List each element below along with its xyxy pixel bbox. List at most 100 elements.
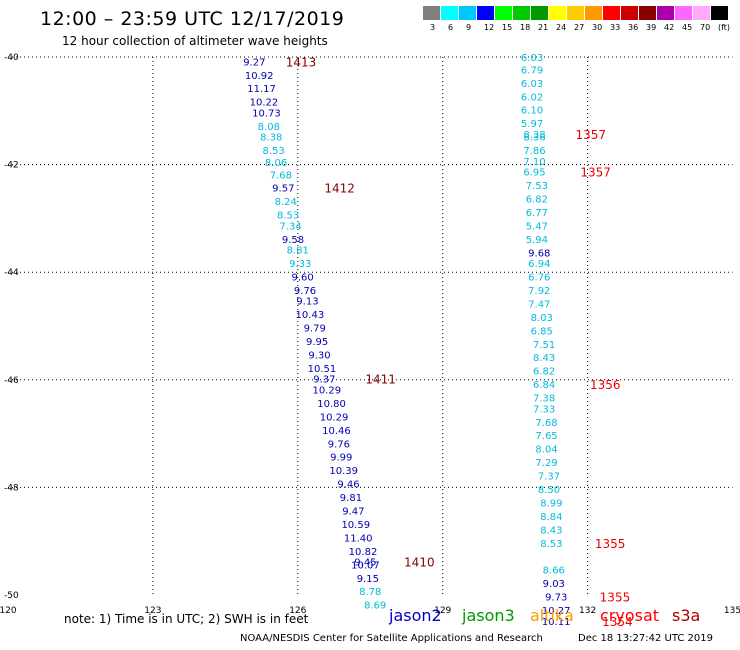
lon-tick-label: 132 bbox=[579, 606, 596, 616]
pass-time-label: 1355 bbox=[600, 591, 631, 605]
legend-label: 3 bbox=[430, 23, 436, 32]
legend-label: 70 bbox=[700, 23, 711, 32]
swh-value-west: 8.24 bbox=[275, 197, 297, 208]
swh-value-west: 10.51 bbox=[308, 364, 337, 375]
swh-value-east: 7.38 bbox=[533, 394, 555, 405]
swh-value-west: 9.45 bbox=[354, 558, 376, 569]
lat-tick-label: -50 bbox=[4, 591, 19, 601]
legend-label: 30 bbox=[592, 23, 603, 32]
pass-time-label: 1412 bbox=[324, 182, 355, 196]
legend-label: 12 bbox=[484, 23, 495, 32]
swh-value-east: 8.99 bbox=[540, 498, 562, 509]
swh-value-east: 6.02 bbox=[521, 92, 543, 103]
pass-time-label: 1357 bbox=[580, 166, 611, 180]
swh-value-west: 11.40 bbox=[344, 533, 373, 544]
lon-tick-label: 123 bbox=[144, 606, 161, 616]
satellite-label-jason2: jason2 bbox=[389, 606, 442, 625]
legend-swatch bbox=[567, 6, 585, 20]
swh-value-west: 10.46 bbox=[322, 426, 351, 437]
swh-value-west: 9.99 bbox=[330, 453, 352, 464]
swh-value-west: 8.08 bbox=[258, 122, 280, 133]
swh-value-east: 8.43 bbox=[540, 525, 562, 536]
timestamp-text: Dec 18 13:27:42 UTC 2019 bbox=[578, 633, 713, 644]
lon-tick-label: 120 bbox=[0, 606, 17, 616]
swh-value-east: 5.94 bbox=[526, 235, 548, 246]
legend-label: 24 bbox=[556, 23, 567, 32]
pass-time-label: 1357 bbox=[576, 128, 607, 142]
swh-value-east: 7.65 bbox=[535, 431, 557, 442]
legend-swatch bbox=[693, 6, 711, 20]
pass-time-label: 1410 bbox=[404, 556, 435, 570]
pass-time-label: 1356 bbox=[590, 378, 621, 392]
swh-value-east: 6.85 bbox=[531, 326, 553, 337]
legend-label: 21 bbox=[538, 23, 549, 32]
swh-value-east: 6.82 bbox=[533, 367, 555, 378]
swh-value-west: 9.58 bbox=[282, 235, 304, 246]
swh-value-west: 10.29 bbox=[320, 412, 349, 423]
swh-value-west: 8.53 bbox=[263, 146, 285, 157]
swh-value-west: 10.39 bbox=[329, 466, 358, 477]
swh-value-west: 9.95 bbox=[306, 337, 328, 348]
swh-value-east: 5.97 bbox=[521, 119, 543, 130]
swh-value-west: 10.59 bbox=[341, 520, 370, 531]
swh-value-east: 10.11 bbox=[542, 617, 571, 628]
legend-swatch bbox=[423, 6, 441, 20]
legend-swatch bbox=[549, 6, 567, 20]
satellite-label-altika: altika bbox=[530, 606, 574, 625]
swh-value-west: 8.53 bbox=[277, 211, 299, 222]
swh-value-east: 7.68 bbox=[535, 418, 557, 429]
swh-value-east: 6.03 bbox=[521, 79, 543, 90]
swh-value-east: 8.38 bbox=[523, 130, 545, 141]
legend-label: 15 bbox=[502, 23, 513, 32]
swh-value-west: 9.33 bbox=[289, 259, 311, 270]
page-subtitle: 12 hour collection of altimeter wave hei… bbox=[62, 34, 328, 48]
swh-value-east: 8.43 bbox=[533, 353, 555, 364]
swh-value-east: 8.84 bbox=[540, 512, 562, 523]
satellite-label-s3a: s3a bbox=[672, 606, 701, 625]
swh-value-west: 8.38 bbox=[260, 133, 282, 144]
swh-value-east: 7.10 bbox=[523, 157, 545, 168]
legend-label: (ft) bbox=[718, 23, 731, 32]
legend-label: 39 bbox=[646, 23, 657, 32]
pass-time-label: 1413 bbox=[286, 55, 317, 69]
swh-value-east: 8.50 bbox=[538, 485, 560, 496]
swh-value-east: 6.95 bbox=[523, 168, 545, 179]
swh-value-east: 6.79 bbox=[521, 65, 543, 76]
legend-label: 36 bbox=[628, 23, 639, 32]
legend-swatch bbox=[675, 6, 693, 20]
swh-value-east: 7.33 bbox=[533, 404, 555, 415]
satellite-label-cryosat: cryosat bbox=[600, 606, 660, 625]
lon-tick-label: 126 bbox=[289, 606, 306, 616]
swh-value-west: 9.76 bbox=[294, 286, 316, 297]
legend-swatch bbox=[495, 6, 513, 20]
swh-value-west: 9.30 bbox=[308, 351, 330, 362]
swh-value-east: 10.27 bbox=[542, 606, 571, 617]
pass-time-label: 1355 bbox=[595, 537, 626, 551]
swh-value-east: 6.77 bbox=[526, 208, 548, 219]
page-title: 12:00 – 23:59 UTC 12/17/2019 bbox=[40, 8, 345, 30]
legend-swatch bbox=[621, 6, 639, 20]
swh-value-east: 7.53 bbox=[526, 181, 548, 192]
satellite-label-jason3: jason3 bbox=[462, 606, 515, 625]
legend-swatch bbox=[711, 6, 729, 20]
swh-value-east: 7.47 bbox=[528, 299, 550, 310]
swh-value-east: 7.92 bbox=[528, 286, 550, 297]
lon-tick-label: 135 bbox=[724, 606, 740, 616]
swh-value-west: 9.47 bbox=[342, 507, 364, 518]
swh-value-west: 10.43 bbox=[296, 310, 325, 321]
swh-value-east: 9.03 bbox=[543, 579, 565, 590]
swh-value-west: 10.92 bbox=[245, 71, 274, 82]
lon-tick-label: 129 bbox=[434, 606, 451, 616]
color-scale-labels: 3 6 9 12 15 18 21 24 27 30 33 36 39 42 45 70 (ft) bbox=[430, 23, 740, 35]
legend-swatch bbox=[603, 6, 621, 20]
swh-value-west: 9.27 bbox=[243, 57, 265, 68]
swh-value-east: 6.84 bbox=[533, 380, 555, 391]
swh-value-east: 7.51 bbox=[533, 340, 555, 351]
swh-value-west: 9.57 bbox=[272, 184, 294, 195]
swh-value-east: 8.66 bbox=[543, 566, 565, 577]
swh-value-west: 10.29 bbox=[312, 385, 341, 396]
legend-swatch bbox=[477, 6, 495, 20]
swh-value-west: 9.46 bbox=[337, 480, 359, 491]
legend-swatch bbox=[657, 6, 675, 20]
